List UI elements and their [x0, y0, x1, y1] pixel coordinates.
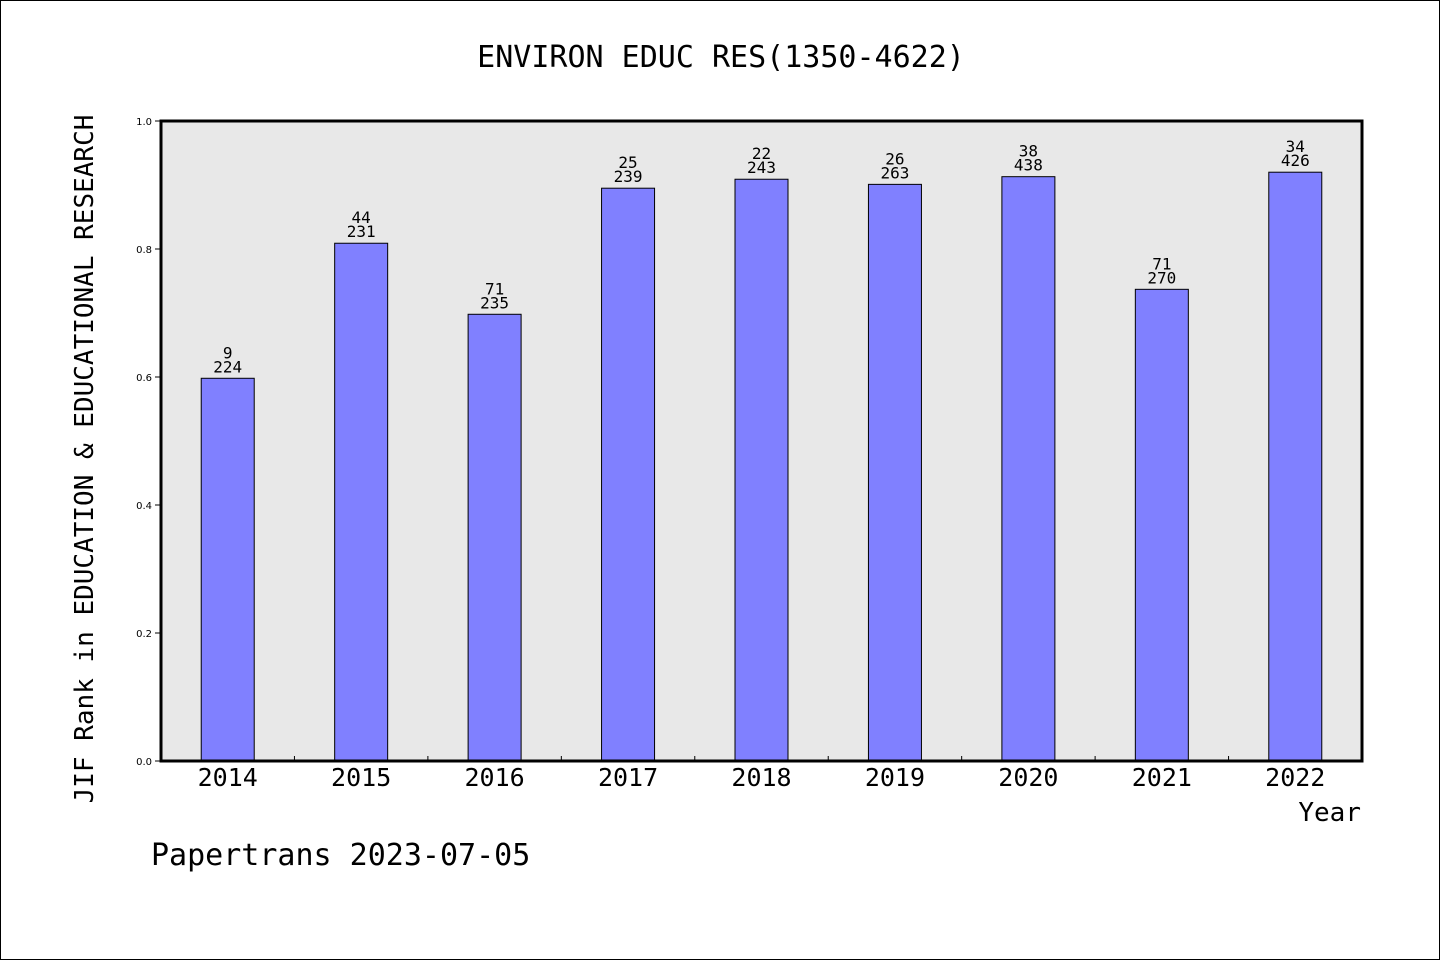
y-tick-label: 1.0 — [136, 117, 152, 128]
y-tick-label: 0.6 — [136, 373, 152, 384]
data-label-top: 34 — [1286, 137, 1305, 156]
data-label-top: 25 — [618, 153, 637, 172]
data-label-bottom: 438 — [1014, 156, 1043, 175]
chart-title: ENVIRON EDUC RES(1350-4622) — [477, 40, 965, 75]
bar-2021 — [1134, 288, 1189, 762]
y-axis-label: JIF Rank in EDUCATION & EDUCATIONAL RESE… — [70, 115, 100, 804]
x-axis: 2014 2015 2016 2017 2018 2019 2020 2021 2022 — [198, 756, 1325, 792]
y-tick-label: 0.0 — [136, 757, 152, 768]
footer-credit: Papertrans 2023-07-05 — [151, 838, 530, 873]
x-tick-label: 2021 — [1132, 763, 1192, 792]
x-tick-label: 2015 — [331, 763, 391, 792]
data-label-top: 71 — [485, 279, 504, 298]
bar-2018 — [734, 178, 789, 762]
bar-series — [200, 171, 1323, 762]
data-label-top: 44 — [352, 208, 371, 227]
data-label-top: 26 — [885, 149, 904, 168]
x-tick-label: 2016 — [465, 763, 525, 792]
plot-border — [159, 119, 1364, 763]
data-label-bottom: 263 — [880, 163, 909, 182]
data-label-bottom: 235 — [480, 293, 509, 312]
y-tick-label: 0.2 — [136, 629, 152, 640]
x-axis-label: Year — [1298, 798, 1361, 828]
x-tick-label: 2020 — [998, 763, 1058, 792]
bar-2015 — [334, 242, 389, 762]
data-label-top: 22 — [752, 144, 771, 163]
x-tick-label: 2017 — [598, 763, 658, 792]
x-tick-label: 2022 — [1265, 763, 1325, 792]
bar-2020 — [1001, 176, 1056, 762]
bar-2016 — [467, 313, 522, 762]
data-label-top: 38 — [1019, 142, 1038, 161]
x-tick-label: 2019 — [865, 763, 925, 792]
data-label-bottom: 224 — [213, 357, 242, 376]
data-label-bottom: 231 — [347, 222, 376, 241]
data-label-top: 71 — [1152, 254, 1171, 273]
y-tick-label: 0.8 — [136, 245, 152, 256]
data-label-bottom: 239 — [614, 167, 643, 186]
data-label-bottom: 243 — [747, 158, 776, 177]
y-tick-label: 0.4 — [136, 501, 152, 512]
bar-2014 — [200, 377, 255, 762]
data-label-bottom: 270 — [1147, 268, 1176, 287]
data-label-bottom: 426 — [1281, 151, 1310, 170]
x-tick-label: 2018 — [731, 763, 791, 792]
y-axis: 0.0 0.2 0.4 0.6 0.8 1.0 — [136, 117, 161, 768]
data-label-top: 9 — [223, 343, 233, 362]
bar-2022 — [1268, 171, 1323, 762]
bar-2019 — [867, 183, 922, 762]
x-tick-label: 2014 — [198, 763, 258, 792]
bar-2017 — [601, 187, 656, 762]
